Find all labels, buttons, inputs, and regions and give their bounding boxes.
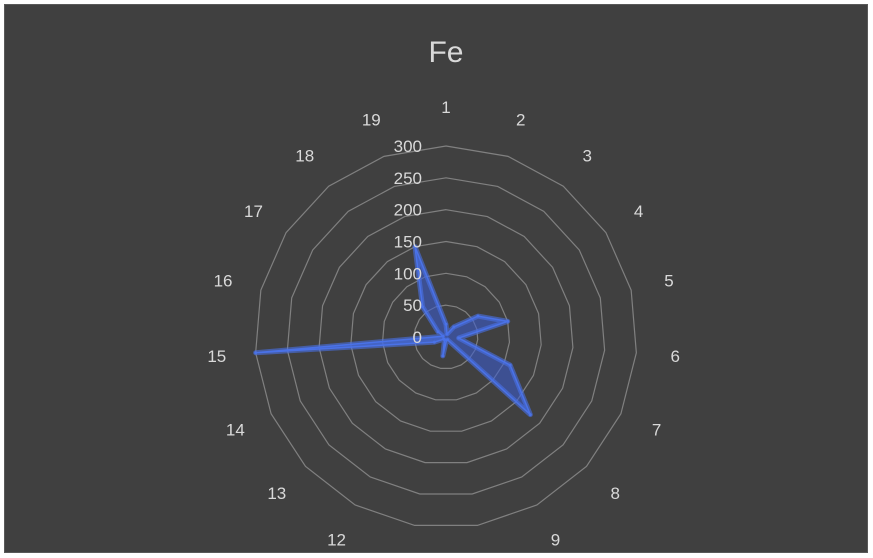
category-labels: 12345678910111213141516171819 bbox=[207, 98, 680, 558]
grid-ring-150 bbox=[350, 240, 542, 432]
category-label-18: 18 bbox=[295, 146, 314, 165]
tick-label-150: 150 bbox=[394, 233, 422, 252]
category-label-7: 7 bbox=[652, 420, 661, 439]
tick-label-0: 0 bbox=[413, 328, 422, 347]
data-point-3 bbox=[452, 325, 456, 329]
tick-label-300: 300 bbox=[394, 137, 422, 156]
grid-ring-300 bbox=[255, 145, 637, 526]
data-point-17 bbox=[436, 330, 440, 334]
tick-label-250: 250 bbox=[394, 169, 422, 188]
data-point-7 bbox=[508, 363, 512, 367]
data-point-18 bbox=[421, 305, 425, 309]
category-label-2: 2 bbox=[516, 110, 525, 129]
data-point-11 bbox=[441, 354, 445, 358]
data-point-19 bbox=[413, 245, 417, 249]
category-label-16: 16 bbox=[214, 272, 233, 291]
category-label-15: 15 bbox=[207, 347, 226, 366]
category-label-9: 9 bbox=[551, 530, 560, 549]
category-label-12: 12 bbox=[327, 530, 346, 549]
category-label-17: 17 bbox=[244, 202, 263, 221]
category-label-13: 13 bbox=[267, 484, 286, 503]
category-label-8: 8 bbox=[610, 484, 619, 503]
category-label-11: 11 bbox=[399, 555, 417, 558]
data-point-14 bbox=[432, 340, 436, 344]
category-label-10: 10 bbox=[474, 555, 493, 558]
data-point-2 bbox=[445, 332, 449, 336]
category-label-5: 5 bbox=[664, 272, 673, 291]
chart-title: Fe bbox=[428, 36, 463, 69]
category-label-6: 6 bbox=[670, 347, 679, 366]
data-point-16 bbox=[441, 334, 445, 338]
data-point-5 bbox=[506, 319, 510, 323]
data-point-1 bbox=[444, 322, 448, 326]
data-point-15 bbox=[254, 351, 258, 355]
grid-ring-200 bbox=[318, 209, 574, 464]
grid-ring-250 bbox=[286, 177, 606, 495]
grid-ring-100 bbox=[381, 272, 511, 401]
data-point-6 bbox=[457, 336, 461, 340]
category-label-14: 14 bbox=[226, 420, 245, 439]
data-point-13 bbox=[442, 337, 446, 341]
category-label-4: 4 bbox=[634, 202, 643, 221]
radial-tick-labels: 0 50 100 150 200 250 300 bbox=[394, 137, 422, 347]
tick-label-100: 100 bbox=[394, 264, 422, 283]
tick-label-200: 200 bbox=[394, 201, 422, 220]
chart-frame bbox=[4, 4, 868, 553]
category-label-19: 19 bbox=[362, 110, 381, 129]
category-label-3: 3 bbox=[583, 146, 592, 165]
category-label-1: 1 bbox=[441, 98, 450, 117]
series-layer bbox=[253, 244, 533, 418]
tick-label-50: 50 bbox=[403, 296, 422, 315]
data-point-8 bbox=[528, 413, 532, 417]
data-point-4 bbox=[476, 314, 480, 318]
